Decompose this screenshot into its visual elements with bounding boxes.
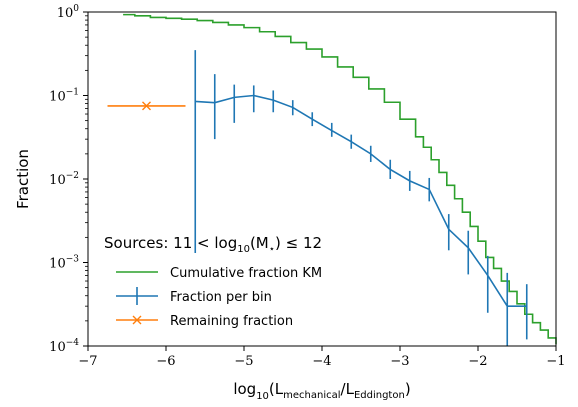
y-tick-label: 10−4 bbox=[49, 338, 79, 355]
x-tick-label: −1 bbox=[546, 354, 565, 369]
y-tick-label: 10−3 bbox=[49, 255, 79, 272]
legend-label: Remaining fraction bbox=[170, 314, 293, 329]
y-axis-label: Fraction bbox=[14, 149, 32, 209]
axes-layer: −7 −6 −5 −4 −3 −2 −1 10−4 10−3 10−2 10−1 100 bbox=[49, 4, 565, 369]
y-tick-label: 100 bbox=[57, 4, 80, 21]
legend: Sources: 11 < log10(M⋆) ≤ 12 Cumulative f… bbox=[104, 234, 322, 329]
y-tick-label: 10−2 bbox=[49, 171, 79, 188]
axes-frame bbox=[87, 11, 557, 347]
legend-label: Fraction per bin bbox=[170, 290, 272, 305]
x-tick-label: −3 bbox=[390, 354, 409, 369]
remaining-marker bbox=[142, 101, 151, 111]
x-tick-label: −6 bbox=[156, 354, 175, 369]
x-tick-label: −4 bbox=[312, 354, 331, 369]
x-axis-label: log10(Lmechanical/LEddington) bbox=[233, 380, 410, 402]
series-cumulative-line bbox=[123, 13, 557, 345]
x-tick-label: −7 bbox=[78, 354, 97, 369]
legend-title: Sources: 11 < log10(M⋆) ≤ 12 bbox=[104, 234, 322, 255]
series-fraction-line bbox=[195, 94, 527, 307]
legend-swatch-marker bbox=[132, 315, 142, 325]
x-tick-label: −5 bbox=[234, 354, 253, 369]
series-layer bbox=[107, 13, 557, 346]
x-tick-label: −2 bbox=[468, 354, 487, 369]
legend-label: Cumulative fraction KM bbox=[170, 266, 322, 281]
y-tick-label: 10−1 bbox=[49, 88, 79, 105]
